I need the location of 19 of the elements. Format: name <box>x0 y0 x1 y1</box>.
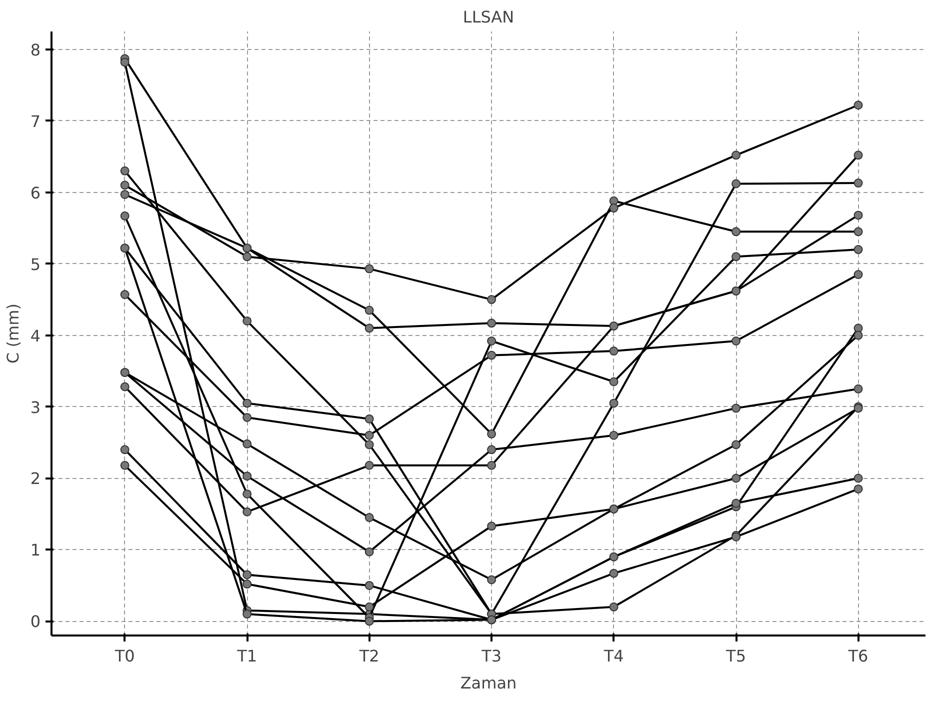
y-tick-label: 2 <box>30 469 41 488</box>
x-tick-label: T4 <box>602 646 624 666</box>
x-tick-label: T0 <box>114 646 135 666</box>
x-tick-label: T2 <box>358 646 380 666</box>
x-tick-label: T3 <box>480 646 502 666</box>
chart-title: LLSAN <box>462 8 514 26</box>
y-tick-label: 3 <box>30 398 41 417</box>
y-axis-title: C (mm) <box>3 304 22 364</box>
x-tick-label: T5 <box>725 646 746 666</box>
x-axis-title: Zaman <box>460 674 517 692</box>
y-tick-label: 4 <box>30 326 41 346</box>
x-tick-label: T6 <box>847 646 868 666</box>
x-tick-label: T1 <box>236 646 258 666</box>
y-tick-label: 5 <box>30 254 41 274</box>
y-tick-label: 1 <box>30 540 41 560</box>
y-tick-label: 8 <box>30 40 41 60</box>
y-tick-label: 7 <box>30 112 41 131</box>
y-tick-label: 0 <box>30 612 41 632</box>
y-tick-label: 6 <box>30 183 41 202</box>
